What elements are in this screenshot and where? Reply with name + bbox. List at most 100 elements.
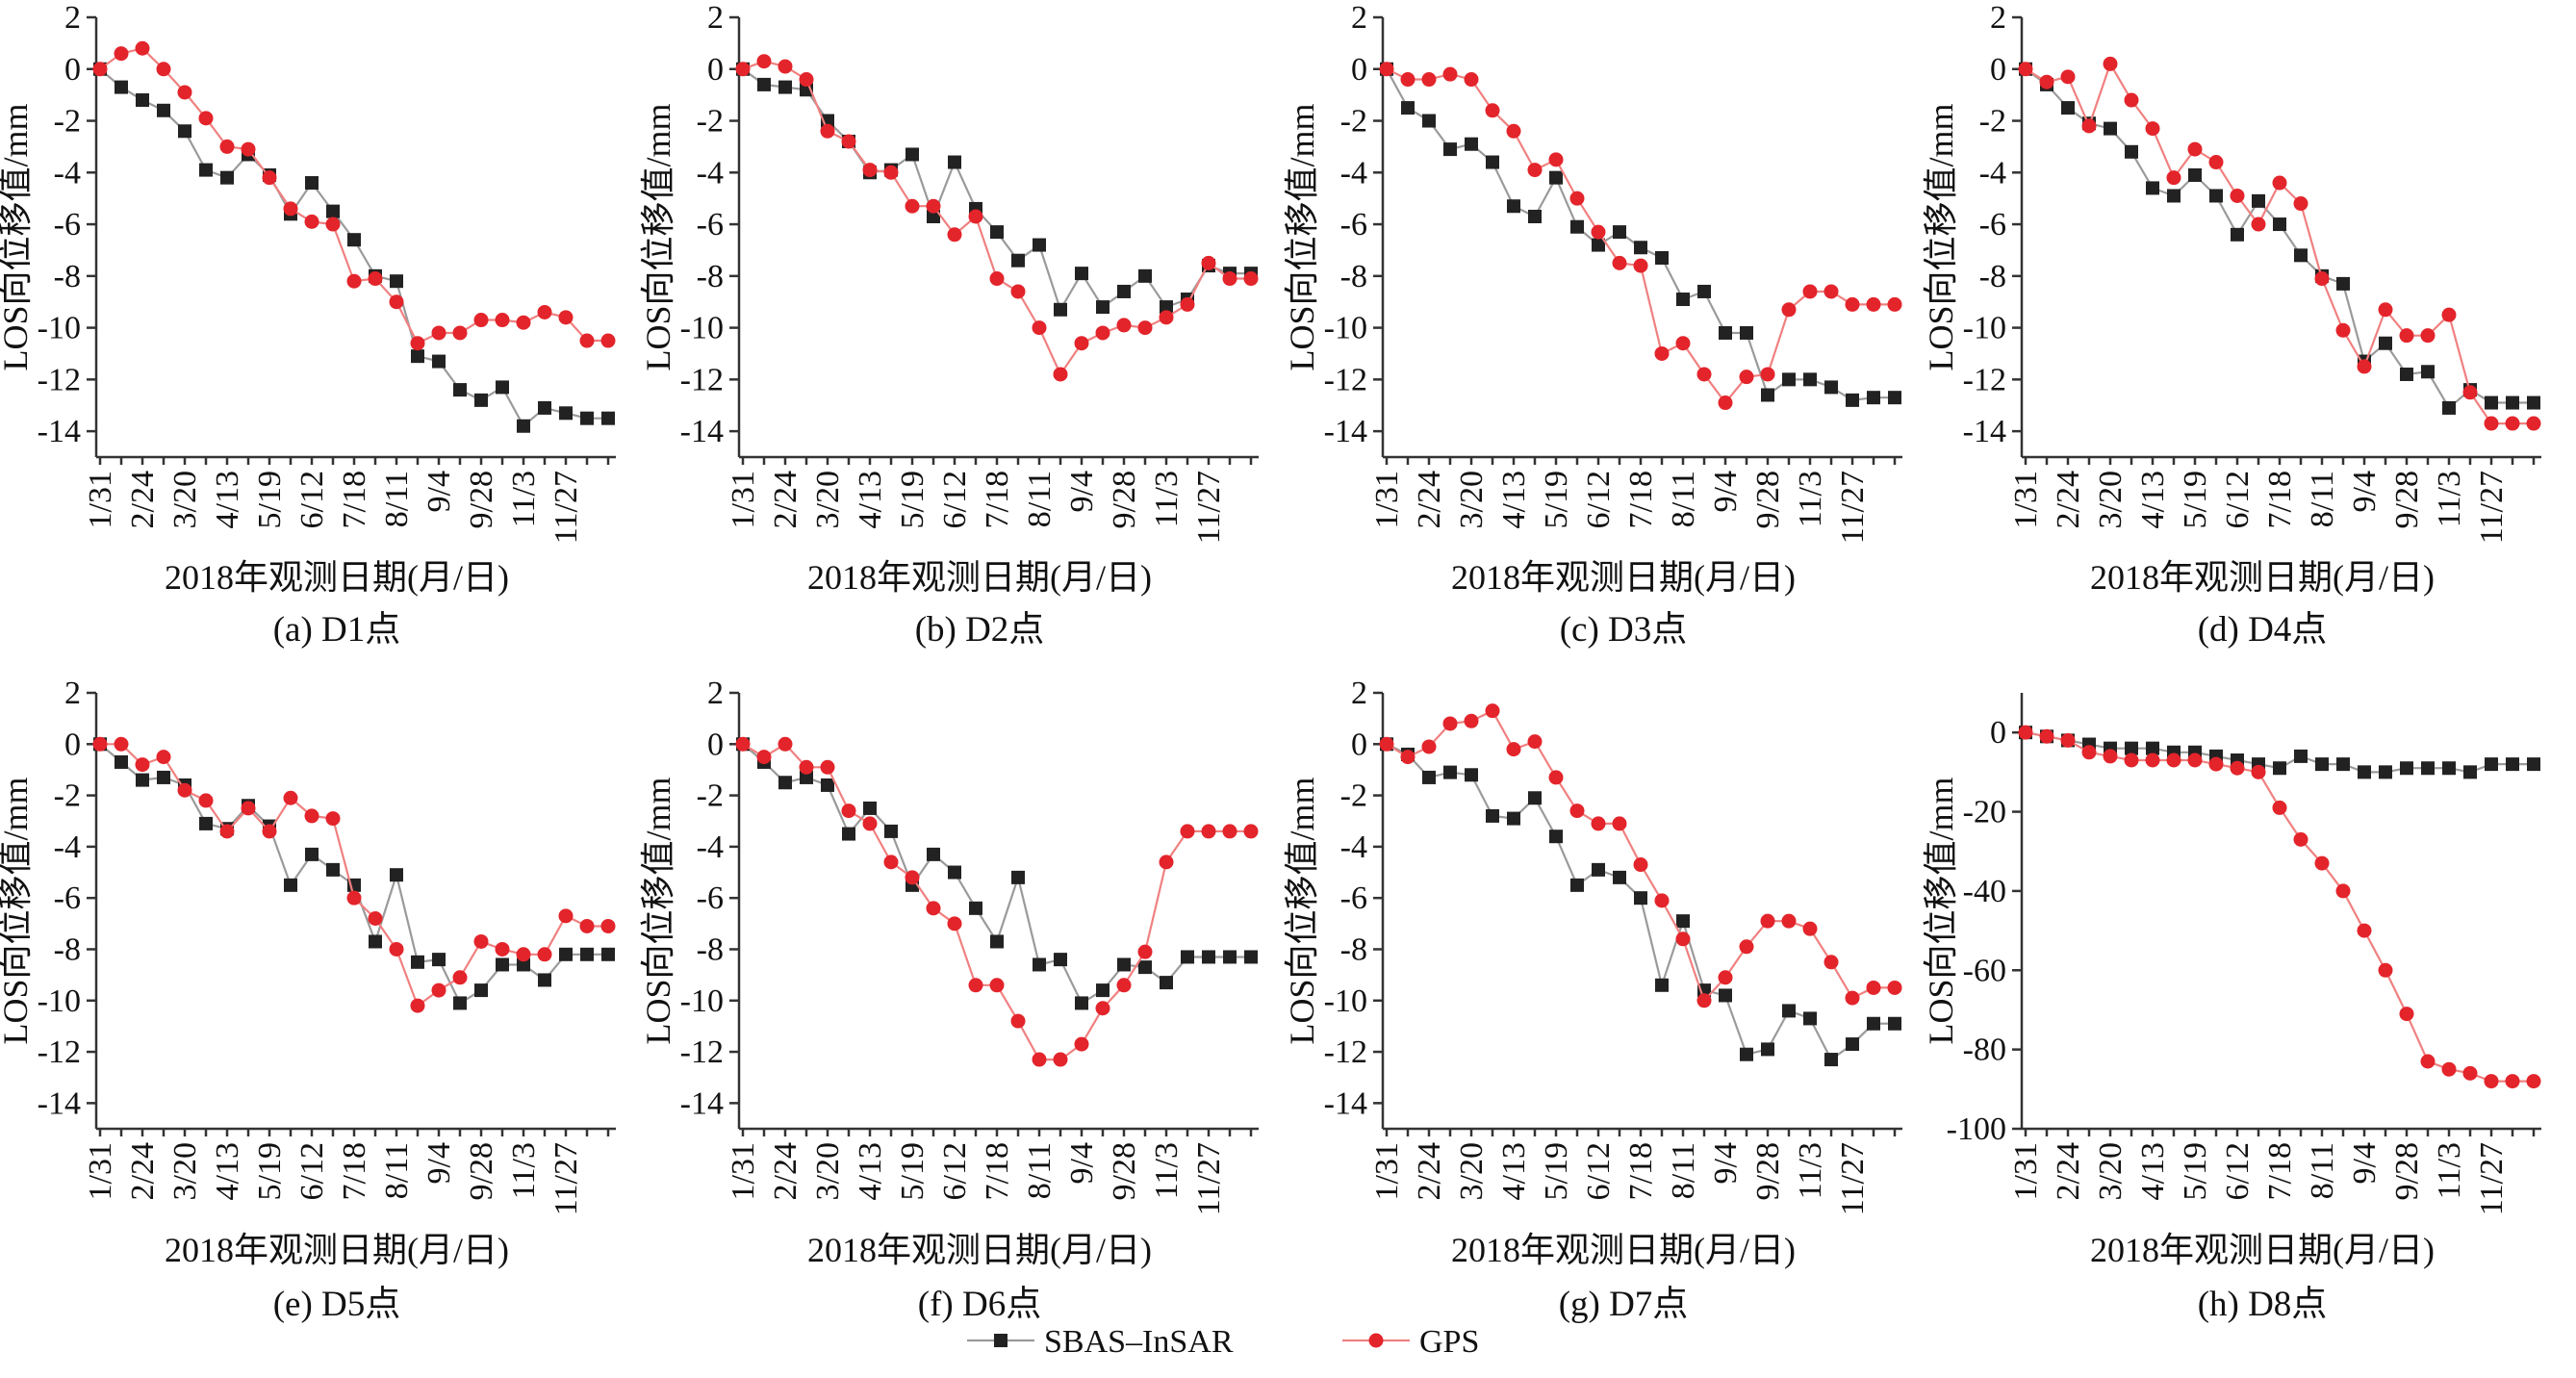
gps-point: [2526, 1074, 2541, 1089]
x-tick-label: 2/24: [768, 1142, 803, 1200]
sbas-insar-point: [1096, 983, 1109, 998]
sbas-insar-point: [432, 953, 446, 967]
y-tick-label: 2: [64, 676, 81, 711]
y-tick-label: 2: [1351, 676, 1367, 711]
gps-point: [2230, 760, 2245, 776]
gps-point: [1116, 978, 1132, 993]
gps-point: [2208, 155, 2224, 170]
gps-point: [1675, 336, 1691, 351]
x-tick-label: 6/12: [1581, 471, 1617, 528]
gps-point: [735, 62, 751, 77]
sbas-insar-point: [1719, 325, 1732, 340]
gps-point: [283, 201, 298, 217]
x-tick-label: 1/31: [2008, 471, 2044, 528]
gps-point: [1464, 72, 1479, 88]
sbas-insar-point: [1782, 372, 1796, 387]
gps-series-line: [100, 743, 608, 1008]
sbas-insar-point: [2273, 761, 2286, 776]
x-tick-label: 11/27: [1191, 471, 1227, 544]
legend-marker-square: [994, 1334, 1007, 1347]
gps-point: [1053, 367, 1068, 382]
gps-point: [2081, 118, 2097, 134]
sbas-insar-point: [1655, 978, 1669, 992]
x-tick-label: 9/28: [2389, 471, 2425, 528]
gps-point: [1032, 320, 1047, 336]
x-tick-label: 7/18: [337, 1142, 372, 1200]
x-tick-label: 1/31: [726, 1142, 761, 1200]
gps-point: [1243, 271, 1259, 287]
y-tick-label: 0: [707, 52, 724, 88]
sbas-insar-point: [1803, 1011, 1817, 1026]
gps-point: [2378, 962, 2393, 978]
gps-series-line: [2025, 731, 2534, 1083]
gps-point: [1612, 816, 1627, 831]
gps-point: [968, 209, 983, 224]
sbas-insar-point: [1507, 199, 1520, 214]
y-tick-label: -14: [38, 1085, 81, 1121]
gps-series-line: [742, 60, 1251, 377]
gps-point: [1612, 255, 1627, 270]
sbas-insar-point: [1740, 325, 1753, 340]
gps-point: [283, 790, 298, 805]
gps-point: [1760, 913, 1775, 929]
sbas-insar-point: [2442, 400, 2456, 415]
x-tick-label: 11/3: [2432, 1142, 2467, 1199]
sbas-insar-point: [220, 170, 234, 185]
y-tick-label: -2: [54, 104, 81, 140]
gps-point: [1464, 713, 1479, 728]
gps-point: [600, 333, 616, 348]
sbas-insar-point: [1740, 1047, 1753, 1061]
sbas-insar-point: [496, 957, 509, 972]
x-tick-label: 6/12: [294, 471, 330, 528]
x-tick-label: 7/18: [980, 471, 1015, 528]
panel-caption: (b) D2点: [915, 610, 1045, 650]
sbas-insar-point: [1824, 1053, 1838, 1067]
y-axis-title: LOS向位移值/mm: [0, 103, 35, 370]
sbas-insar-point: [1202, 950, 1215, 964]
sbas-insar-point: [390, 274, 403, 289]
x-tick-label: 7/18: [1623, 1142, 1659, 1200]
sbas-insar-point: [580, 411, 594, 425]
sbas-insar-point: [538, 400, 551, 415]
sbas-insar-point: [601, 411, 615, 425]
y-tick-label: -10: [1324, 311, 1367, 346]
gps-point: [1421, 72, 1437, 88]
x-tick-label: 1/31: [2008, 1142, 2044, 1200]
sbas-insar-point: [2506, 757, 2519, 772]
x-tick-label: 2/24: [2051, 471, 2086, 528]
sbas-insar-point: [1244, 950, 1258, 964]
x-axis-title: 2018年观测日期(月/日): [165, 558, 509, 597]
gps-point: [735, 736, 751, 752]
sbas-insar-point: [1011, 253, 1025, 268]
sbas-insar-point: [1117, 957, 1131, 972]
x-tick-label: 7/18: [2262, 471, 2298, 528]
sbas-insar-point: [927, 209, 940, 223]
gps-point: [2208, 756, 2224, 772]
y-tick-label: 0: [707, 727, 724, 762]
sbas-insar-point: [1570, 219, 1584, 234]
gps-point: [862, 163, 878, 178]
gps-point: [1053, 1052, 1068, 1067]
legend-label: SBAS–InSAR: [1044, 1324, 1234, 1360]
gps-point: [1074, 336, 1089, 351]
y-tick-label: 2: [707, 676, 724, 711]
gps-point: [926, 198, 941, 214]
sbas-insar-point: [1486, 808, 1499, 823]
sbas-insar-point: [1075, 996, 1088, 1010]
y-tick-label: -8: [1979, 259, 2006, 294]
sbas-insar-series-line: [99, 67, 608, 428]
sbas-insar-point: [178, 124, 191, 139]
gps-point: [389, 941, 404, 957]
x-tick-label: 9/28: [1750, 1142, 1786, 1200]
gps-point: [346, 890, 362, 906]
gps-point: [2166, 170, 2181, 186]
gps-point: [600, 918, 616, 933]
y-tick-label: -4: [1979, 155, 2006, 191]
sbas-insar-point: [115, 80, 128, 94]
sbas-insar-point: [757, 77, 771, 91]
sbas-insar-point: [778, 80, 792, 94]
sbas-insar-point: [432, 354, 446, 369]
x-tick-label: 9/28: [1107, 1142, 1142, 1200]
y-tick-label: 0: [64, 52, 81, 88]
